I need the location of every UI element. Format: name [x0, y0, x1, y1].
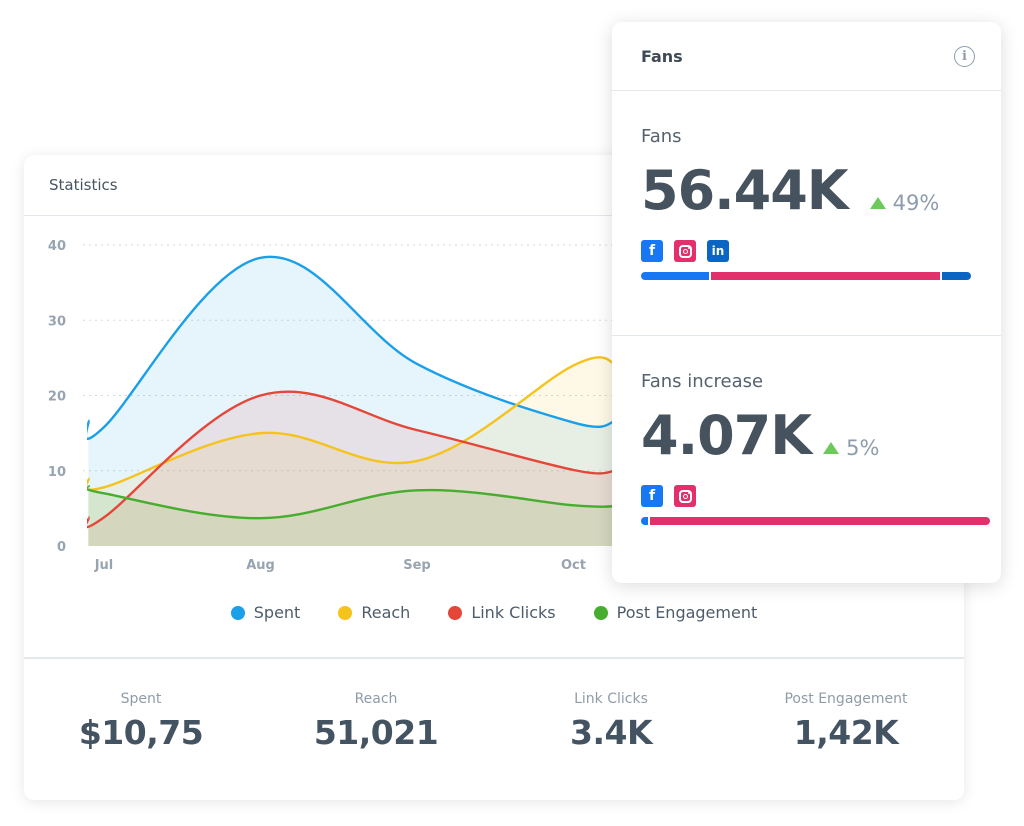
x-tick-label: Sep	[403, 558, 431, 573]
fans-title: Fans	[641, 46, 683, 66]
summary-value: 51,021	[313, 713, 439, 752]
y-tick-label: 20	[48, 390, 66, 405]
summary-row: Spent $10,75 Reach 51,021 Link Clicks 3.…	[24, 658, 964, 800]
area-link-clicks	[87, 391, 616, 546]
summary-value: 1,42K	[793, 713, 899, 752]
metric-row: 4.07K 5%	[641, 404, 1001, 467]
line-post-engagement	[87, 484, 616, 520]
summary-value: $10,75	[78, 713, 204, 752]
summary-value: 3.4K	[569, 713, 653, 752]
legend-dot-link-clicks	[448, 605, 463, 620]
arrow-up-icon	[869, 197, 886, 209]
line-reach	[87, 356, 617, 491]
legend-label: Spent	[253, 603, 301, 622]
x-tick-label: Aug	[246, 558, 275, 573]
legend-item-post-engagement[interactable]: Post Engagement	[593, 603, 758, 622]
legend-item-reach[interactable]: Reach	[338, 603, 410, 622]
summary-spent: Spent $10,75	[41, 691, 241, 752]
chart-svg: 0 10 20 30 40 Jul Aug Sep Oct	[48, 239, 634, 573]
summary-label: Reach	[354, 691, 398, 707]
network-share-bar	[641, 272, 971, 280]
legend-item-spent[interactable]: Spent	[230, 603, 301, 622]
section-label: Fans	[641, 126, 682, 147]
y-tick-label: 40	[48, 239, 66, 254]
metric-row: 56.44K 49%	[641, 159, 1001, 222]
arrow-up-icon	[823, 442, 840, 454]
legend-item-link-clicks[interactable]: Link Clicks	[448, 603, 556, 622]
facebook-icon[interactable]: f	[641, 240, 663, 262]
network-share-bar	[641, 517, 990, 525]
legend-label: Link Clicks	[471, 603, 556, 622]
summary-link-clicks: Link Clicks 3.4K	[511, 691, 711, 752]
metric-value: 56.44K	[641, 159, 849, 222]
chart-legend: Spent Reach Link Clicks Post Engagement	[24, 603, 964, 622]
summary-reach: Reach 51,021	[276, 691, 476, 752]
line-link-clicks	[87, 390, 616, 529]
plot-area	[87, 255, 617, 546]
summary-label: Post Engagement	[784, 691, 908, 707]
instagram-icon[interactable]	[674, 485, 696, 507]
legend-dot-post-engagement	[593, 605, 608, 620]
statistics-chart: 0 10 20 30 40 Jul Aug Sep Oct	[24, 217, 964, 597]
section-label: Fans increase	[641, 371, 764, 392]
legend-label: Reach	[361, 603, 411, 622]
delta-badge: 5%	[823, 436, 879, 460]
legend-dot-reach	[338, 605, 353, 620]
bar-segment-facebook	[641, 517, 648, 525]
fans-header: Fans i	[612, 22, 1001, 91]
facebook-icon[interactable]: f	[641, 485, 663, 507]
bar-segment-facebook	[641, 272, 710, 280]
x-tick-label: Oct	[561, 558, 586, 573]
divider	[24, 657, 964, 659]
fans-section-increase: Fans increase 4.07K 5% f	[612, 337, 1001, 582]
y-tick-label: 0	[57, 540, 66, 555]
delta-badge: 49%	[869, 191, 940, 215]
legend-label: Post Engagement	[616, 603, 758, 622]
statistics-header: Statistics	[24, 155, 964, 216]
delta-value: 5%	[846, 436, 880, 460]
delta-value: 49%	[892, 191, 940, 215]
y-tick-label: 10	[48, 465, 66, 480]
info-icon[interactable]: i	[954, 45, 975, 67]
legend-dot-spent	[230, 605, 245, 620]
area-spent	[87, 256, 616, 546]
statistics-title: Statistics	[49, 176, 118, 194]
area-post-engagement	[87, 485, 616, 546]
fans-section-total: Fans 56.44K 49% f in	[612, 92, 1001, 336]
summary-label: Spent	[120, 691, 162, 707]
linkedin-icon[interactable]: in	[707, 240, 729, 262]
y-tick-label: 30	[48, 314, 66, 329]
instagram-icon[interactable]	[674, 240, 696, 262]
area-reach	[87, 357, 616, 546]
metric-value: 4.07K	[641, 404, 812, 467]
x-tick-label: Jul	[94, 558, 114, 573]
summary-label: Link Clicks	[574, 691, 648, 707]
line-spent	[87, 255, 616, 440]
summary-post-engagement: Post Engagement 1,42K	[746, 691, 946, 752]
bar-segment-linkedin	[941, 272, 971, 280]
bar-segment-instagram	[711, 272, 940, 280]
fans-card: Fans i Fans 56.44K 49% f in Fans increas…	[612, 22, 1001, 583]
bar-segment-instagram	[649, 517, 990, 525]
network-icons: f in	[641, 240, 1001, 262]
network-icons: f	[641, 485, 1001, 507]
